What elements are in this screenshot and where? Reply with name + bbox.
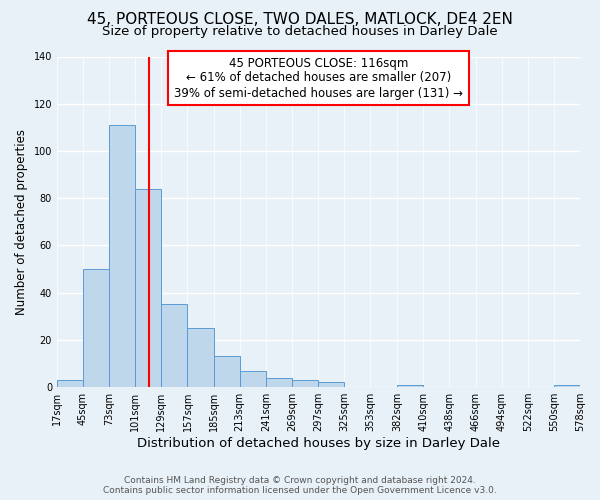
- Bar: [554, 384, 580, 387]
- X-axis label: Distribution of detached houses by size in Darley Dale: Distribution of detached houses by size …: [137, 437, 500, 450]
- Text: 45, PORTEOUS CLOSE, TWO DALES, MATLOCK, DE4 2EN: 45, PORTEOUS CLOSE, TWO DALES, MATLOCK, …: [87, 12, 513, 28]
- Text: Contains HM Land Registry data © Crown copyright and database right 2024.
Contai: Contains HM Land Registry data © Crown c…: [103, 476, 497, 495]
- Bar: [397, 384, 424, 387]
- Bar: [214, 356, 239, 387]
- Bar: [135, 188, 161, 387]
- Bar: [266, 378, 292, 387]
- Bar: [161, 304, 187, 387]
- Bar: [83, 269, 109, 387]
- Bar: [109, 125, 135, 387]
- Bar: [57, 380, 83, 387]
- Text: Size of property relative to detached houses in Darley Dale: Size of property relative to detached ho…: [102, 25, 498, 38]
- Bar: [318, 382, 344, 387]
- Y-axis label: Number of detached properties: Number of detached properties: [15, 129, 28, 315]
- Bar: [187, 328, 214, 387]
- Text: 45 PORTEOUS CLOSE: 116sqm
← 61% of detached houses are smaller (207)
39% of semi: 45 PORTEOUS CLOSE: 116sqm ← 61% of detac…: [174, 56, 463, 100]
- Bar: [239, 370, 266, 387]
- Bar: [292, 380, 318, 387]
